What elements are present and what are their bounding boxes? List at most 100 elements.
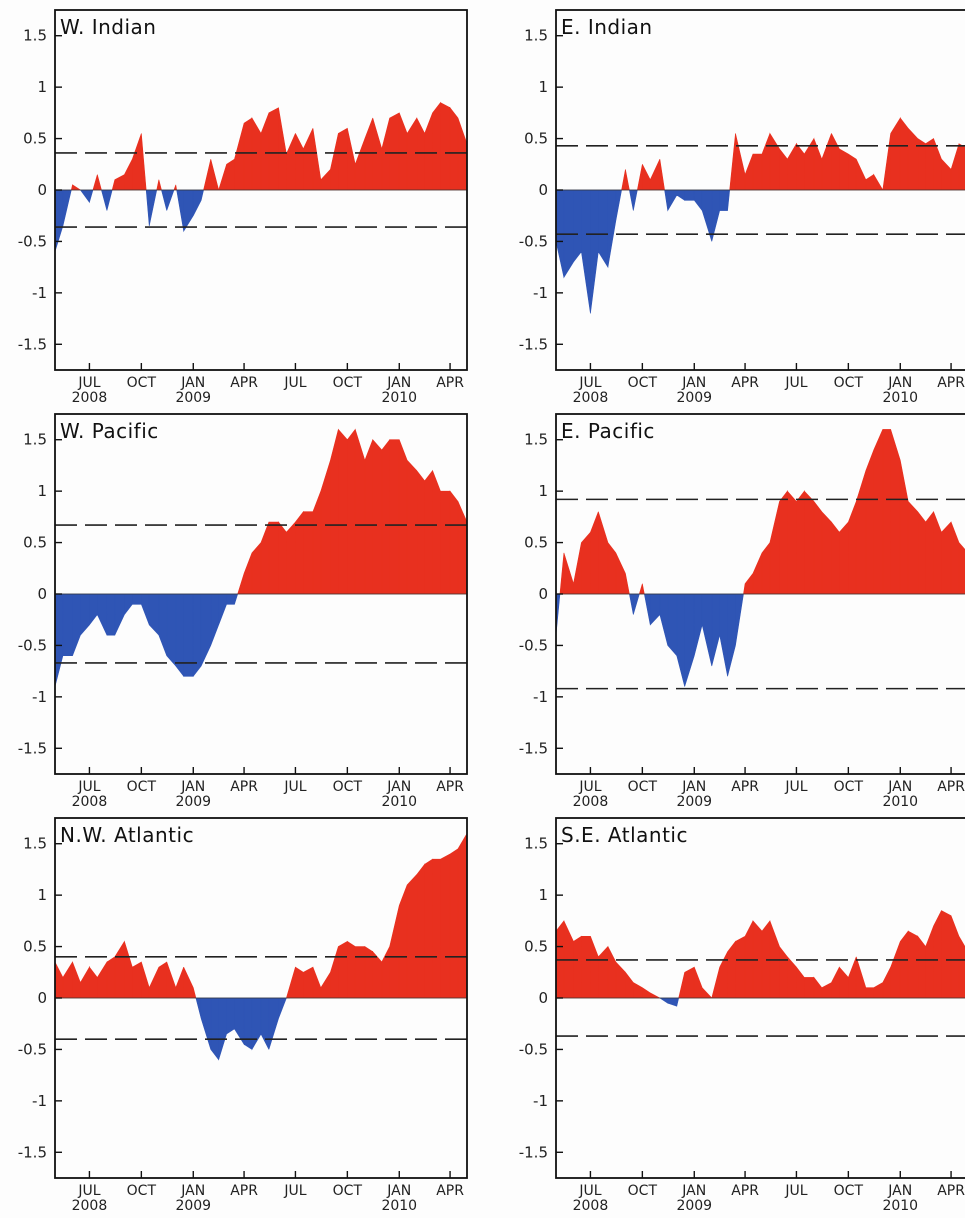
y-tick-label: 0 [538, 181, 548, 199]
x-tick-label: APR [436, 779, 464, 795]
y-tick-label: -0.5 [18, 636, 47, 654]
x-tick-label: JAN [180, 1183, 205, 1199]
x-tick-label: OCT [628, 779, 658, 795]
x-tick-label: APR [230, 375, 258, 391]
x-tick-year-label: 2010 [381, 390, 417, 406]
y-tick-label: 1 [37, 886, 47, 904]
y-tick-label: -1.5 [519, 739, 548, 757]
x-tick-label: OCT [333, 779, 363, 795]
positive-area [621, 116, 965, 191]
y-tick-label: -1 [533, 1092, 548, 1110]
x-tick-label: OCT [834, 375, 864, 391]
x-tick-year-label: 2009 [175, 794, 211, 810]
x-tick-label: JUL [784, 375, 807, 391]
x-tick-label: JUL [283, 779, 306, 795]
x-tick-label: JUL [578, 375, 601, 391]
y-tick-label: 1 [37, 482, 47, 500]
y-tick-label: 1.5 [23, 431, 47, 449]
x-tick-label: JAN [681, 779, 706, 795]
x-tick-year-label: 2010 [882, 1198, 918, 1214]
positive-area [237, 428, 467, 595]
positive-area [70, 101, 467, 191]
x-tick-year-label: 2010 [381, 1198, 417, 1214]
x-tick-year-label: 2010 [381, 794, 417, 810]
negative-area [556, 593, 744, 687]
x-tick-label: JUL [77, 779, 100, 795]
x-tick-label: APR [731, 1183, 759, 1199]
y-tick-label: 1.5 [23, 835, 47, 853]
y-tick-label: -0.5 [519, 1040, 548, 1058]
y-tick-label: -1.5 [519, 1143, 548, 1161]
x-tick-label: JAN [386, 779, 411, 795]
y-tick-label: 0 [37, 989, 47, 1007]
x-tick-year-label: 2009 [676, 390, 712, 406]
y-tick-label: -0.5 [18, 232, 47, 250]
panel-title: W. Indian [60, 15, 156, 39]
x-tick-label: OCT [127, 779, 157, 795]
x-tick-year-label: 2010 [882, 390, 918, 406]
panel-title: S.E. Atlantic [561, 823, 688, 847]
x-tick-label: JAN [887, 375, 912, 391]
x-tick-year-label: 2009 [175, 390, 211, 406]
x-tick-label: JUL [283, 1183, 306, 1199]
x-tick-year-label: 2008 [72, 794, 108, 810]
y-tick-label: 1.5 [23, 27, 47, 45]
x-tick-label: JAN [180, 779, 205, 795]
x-tick-year-label: 2010 [882, 794, 918, 810]
x-tick-label: JUL [283, 375, 306, 391]
y-tick-label: 1 [538, 482, 548, 500]
x-tick-label: APR [731, 375, 759, 391]
y-tick-label: 1.5 [524, 27, 548, 45]
y-tick-label: -1.5 [519, 335, 548, 353]
y-tick-label: -1 [533, 688, 548, 706]
positive-area [556, 910, 965, 999]
x-tick-label: JAN [386, 1183, 411, 1199]
y-tick-label: 0.5 [524, 130, 548, 148]
y-tick-label: 1 [37, 78, 47, 96]
area-series [556, 910, 965, 1007]
y-tick-label: 0 [538, 989, 548, 1007]
y-tick-label: 1 [538, 886, 548, 904]
x-tick-label: OCT [834, 1183, 864, 1199]
y-tick-label: 0 [37, 181, 47, 199]
x-tick-label: OCT [628, 1183, 658, 1199]
x-tick-year-label: 2009 [676, 1198, 712, 1214]
x-tick-label: JAN [887, 1183, 912, 1199]
panel-title: E. Indian [561, 15, 653, 39]
x-tick-label: OCT [333, 375, 363, 391]
x-tick-label: JUL [784, 1183, 807, 1199]
x-tick-label: JUL [578, 779, 601, 795]
x-tick-label: APR [436, 1183, 464, 1199]
x-tick-label: OCT [127, 1183, 157, 1199]
x-tick-label: APR [937, 779, 965, 795]
x-tick-label: APR [937, 375, 965, 391]
x-tick-year-label: 2009 [175, 1198, 211, 1214]
area-series [55, 101, 467, 252]
x-tick-year-label: 2008 [573, 390, 609, 406]
y-tick-label: 0.5 [524, 938, 548, 956]
y-tick-label: -0.5 [519, 232, 548, 250]
y-tick-label: -1 [32, 688, 47, 706]
x-tick-label: JAN [180, 375, 205, 391]
y-tick-label: 0.5 [524, 534, 548, 552]
positive-area [559, 429, 965, 595]
y-tick-label: 1.5 [524, 835, 548, 853]
x-tick-year-label: 2008 [72, 1198, 108, 1214]
x-tick-label: APR [230, 779, 258, 795]
y-tick-label: -1.5 [18, 1143, 47, 1161]
x-tick-label: OCT [628, 375, 658, 391]
x-tick-year-label: 2008 [573, 1198, 609, 1214]
y-tick-label: -0.5 [18, 1040, 47, 1058]
x-tick-label: APR [230, 1183, 258, 1199]
panel-title: N.W. Atlantic [60, 823, 194, 847]
x-tick-label: JAN [386, 375, 411, 391]
x-tick-label: OCT [333, 1183, 363, 1199]
panel-title: E. Pacific [561, 419, 655, 443]
y-tick-label: -1.5 [18, 739, 47, 757]
y-tick-label: 0.5 [23, 130, 47, 148]
y-tick-label: -1 [32, 284, 47, 302]
x-tick-label: JUL [77, 1183, 100, 1199]
